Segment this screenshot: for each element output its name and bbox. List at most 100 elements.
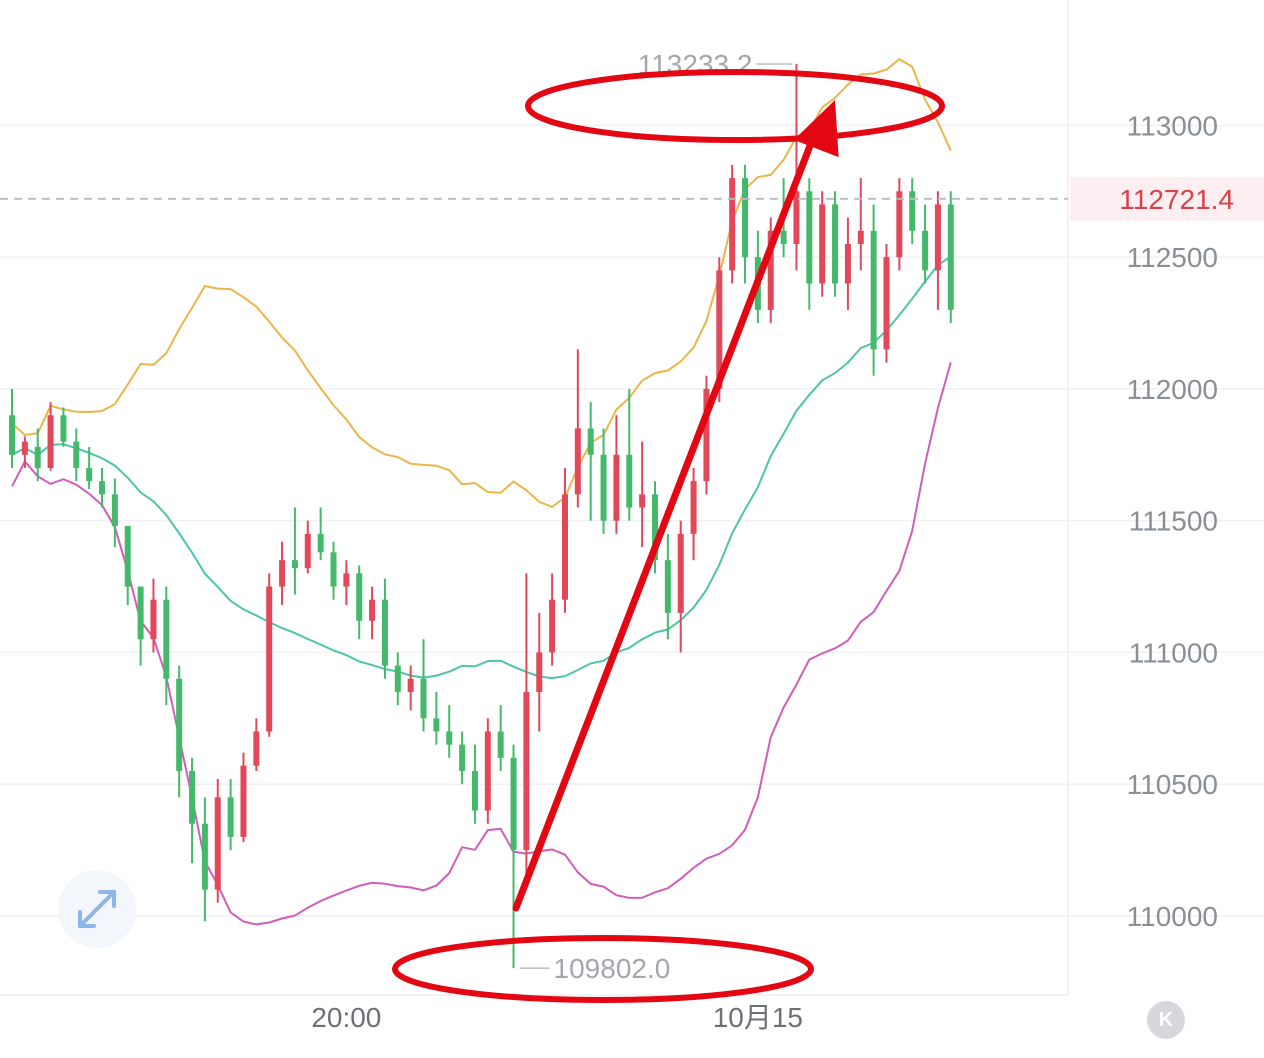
y-tick-label: 110500 (1127, 769, 1218, 800)
candle (883, 243, 890, 363)
candle (857, 178, 864, 271)
candle (806, 178, 813, 310)
x-tick-label: 10月15 (713, 1002, 803, 1033)
candle (729, 164, 736, 284)
candle-body (677, 533, 684, 613)
candle-body (574, 428, 581, 495)
candle-body (613, 454, 620, 521)
candle-body (420, 678, 427, 719)
candle-body (343, 573, 350, 587)
candle-body (510, 757, 517, 851)
candle-body (832, 204, 839, 284)
low-price-label: 109802.0 (554, 953, 671, 984)
candle-body (484, 731, 491, 811)
candle (922, 204, 929, 284)
candle-body (600, 454, 607, 521)
candle (189, 757, 196, 864)
candle (369, 586, 376, 640)
candle (793, 63, 800, 271)
candle-body (60, 415, 67, 442)
grid-lines (0, 0, 1264, 996)
candle (330, 541, 337, 600)
candle-body (767, 230, 774, 310)
candle (163, 586, 170, 706)
candle-body (934, 204, 941, 271)
candle-body (652, 494, 658, 561)
candle (639, 441, 646, 548)
candle (870, 204, 877, 376)
lower-band-line (11, 362, 952, 926)
current-price-badge (1070, 176, 1264, 221)
candle (664, 533, 671, 640)
candle-body (536, 652, 543, 692)
candle (34, 428, 41, 482)
candle (523, 573, 530, 877)
candle (896, 178, 903, 271)
candle-body (909, 191, 916, 231)
candle (561, 467, 568, 613)
candle (909, 178, 916, 244)
y-tick-label: 111500 (1129, 506, 1218, 537)
trend-arrow-line (512, 121, 822, 912)
candle (742, 164, 749, 284)
x-tick-label: 20:00 (311, 1002, 381, 1033)
candle (536, 612, 543, 732)
candle (291, 507, 298, 595)
candle-body (819, 204, 826, 284)
candle-body (304, 533, 311, 569)
candle-body (214, 797, 221, 890)
candle (832, 191, 839, 297)
candle-body (201, 823, 208, 890)
candle-body (240, 765, 247, 837)
candle-body (742, 178, 749, 258)
candle (459, 731, 466, 785)
candle (407, 665, 414, 711)
candle (279, 541, 286, 605)
k-badge-button[interactable]: K (1147, 1001, 1185, 1039)
candle (47, 402, 54, 471)
candle (626, 388, 633, 521)
candle-body (626, 454, 633, 508)
candle-body (34, 446, 41, 468)
candle-body (870, 230, 877, 350)
candle (703, 375, 710, 495)
candle-body (433, 718, 440, 732)
candle (111, 478, 118, 548)
expand-arrows-icon (78, 890, 116, 928)
candle-body (356, 573, 363, 621)
candle-body (189, 771, 196, 824)
candle (201, 797, 208, 922)
candle (433, 691, 440, 745)
price-axis: 110000 110500 111000 111500 112000 112500 1130… (311, 110, 1218, 1033)
candle-body (266, 586, 273, 732)
candle-body (883, 257, 890, 350)
candle (124, 525, 131, 605)
candle-body (137, 586, 144, 640)
candle-body (291, 560, 298, 569)
candle-body (227, 797, 234, 837)
candle (214, 778, 221, 903)
candle-body (279, 560, 286, 587)
candles (9, 63, 954, 969)
candle (253, 718, 260, 772)
candle (150, 578, 157, 653)
candle-body (459, 744, 466, 772)
candle-body (111, 494, 118, 526)
candle (176, 665, 183, 798)
candle (21, 436, 28, 468)
candle-body (446, 731, 453, 745)
y-tick-label: 110000 (1127, 901, 1218, 932)
candle-body (587, 428, 594, 455)
candle (86, 446, 93, 490)
candle-body (497, 731, 504, 758)
candle-body (47, 415, 54, 468)
y-tick-label: 112000 (1127, 374, 1218, 405)
candle-body (947, 204, 954, 310)
candle-body (793, 191, 800, 244)
candle-body (73, 441, 80, 468)
candle-body (561, 494, 568, 600)
expand-button[interactable] (58, 870, 136, 948)
candle-body (703, 388, 710, 482)
